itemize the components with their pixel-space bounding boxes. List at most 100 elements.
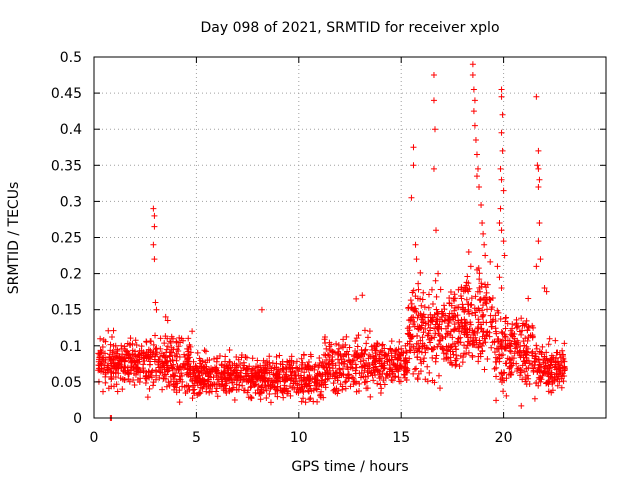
data-point — [316, 359, 323, 366]
data-point — [518, 367, 525, 374]
data-point — [183, 357, 190, 364]
data-point — [151, 223, 158, 230]
data-point — [430, 165, 437, 172]
data-point — [162, 354, 169, 361]
data-point — [357, 358, 364, 365]
data-point — [122, 355, 129, 362]
data-point — [353, 388, 360, 395]
data-point — [473, 151, 480, 158]
data-point — [317, 371, 324, 378]
data-point — [293, 389, 300, 396]
data-point — [480, 329, 487, 336]
data-point — [213, 355, 220, 362]
data-point — [140, 365, 147, 372]
data-point — [424, 332, 431, 339]
data-point — [155, 361, 162, 368]
data-point — [204, 357, 211, 364]
data-point — [500, 238, 507, 245]
data-point — [497, 165, 504, 172]
data-point — [129, 351, 136, 358]
y-tick-label: 0.1 — [60, 339, 82, 355]
data-point — [110, 370, 117, 377]
data-point — [535, 382, 542, 389]
data-point — [125, 376, 132, 383]
data-point — [429, 300, 436, 307]
data-point — [248, 370, 255, 377]
data-point — [547, 374, 554, 381]
data-point — [201, 381, 208, 388]
data-point — [266, 353, 273, 360]
data-point — [376, 371, 383, 378]
data-point — [450, 327, 457, 334]
data-point — [477, 350, 484, 357]
data-point — [531, 395, 538, 402]
data-point — [274, 383, 281, 390]
data-point — [157, 369, 164, 376]
data-point — [452, 357, 459, 364]
data-point — [226, 385, 233, 392]
data-point — [176, 364, 183, 371]
data-point — [170, 335, 177, 342]
data-point — [136, 378, 143, 385]
data-point — [435, 323, 442, 330]
data-point — [189, 395, 196, 402]
data-point — [114, 362, 121, 369]
data-point — [431, 325, 438, 332]
data-point — [451, 307, 458, 314]
data-point — [498, 176, 505, 183]
data-point — [185, 383, 192, 390]
data-point — [345, 374, 352, 381]
data-point — [376, 360, 383, 367]
data-point — [354, 355, 361, 362]
data-point — [300, 351, 307, 358]
data-point — [476, 284, 483, 291]
data-point — [558, 384, 565, 391]
data-point — [173, 389, 180, 396]
y-axis-title: SRMTID / TECUs — [6, 182, 22, 295]
data-point — [506, 347, 513, 354]
data-point — [157, 353, 164, 360]
data-point — [298, 381, 305, 388]
data-point — [155, 364, 162, 371]
data-point — [252, 389, 259, 396]
data-point — [478, 280, 485, 287]
data-point — [491, 365, 498, 372]
data-point — [495, 309, 502, 316]
data-point — [536, 361, 543, 368]
data-point — [498, 129, 505, 136]
data-point — [553, 370, 560, 377]
data-point — [348, 374, 355, 381]
data-point — [487, 258, 494, 265]
data-point — [326, 375, 332, 382]
data-point — [363, 385, 370, 392]
data-point — [153, 306, 160, 313]
data-point — [535, 357, 542, 364]
data-point — [443, 330, 450, 337]
data-point — [531, 358, 538, 365]
data-point — [201, 347, 208, 354]
data-point — [362, 347, 369, 354]
data-point — [464, 273, 471, 280]
data-point — [418, 360, 425, 367]
data-point — [433, 352, 440, 359]
data-point — [325, 360, 332, 367]
data-point — [404, 359, 411, 366]
data-point — [430, 314, 437, 321]
data-point — [502, 360, 509, 367]
data-point — [560, 370, 567, 377]
data-point — [258, 384, 265, 391]
data-point — [173, 339, 180, 346]
data-point — [363, 340, 370, 347]
data-point — [489, 295, 496, 302]
data-point — [518, 402, 525, 409]
data-point — [96, 354, 103, 361]
data-point — [470, 108, 477, 115]
data-point — [368, 369, 375, 376]
data-point — [323, 364, 330, 371]
data-point — [482, 339, 489, 346]
y-tick-label: 0.45 — [51, 86, 82, 102]
data-point — [396, 338, 403, 345]
data-point — [332, 375, 339, 382]
data-point — [465, 306, 472, 313]
data-point — [298, 361, 305, 368]
